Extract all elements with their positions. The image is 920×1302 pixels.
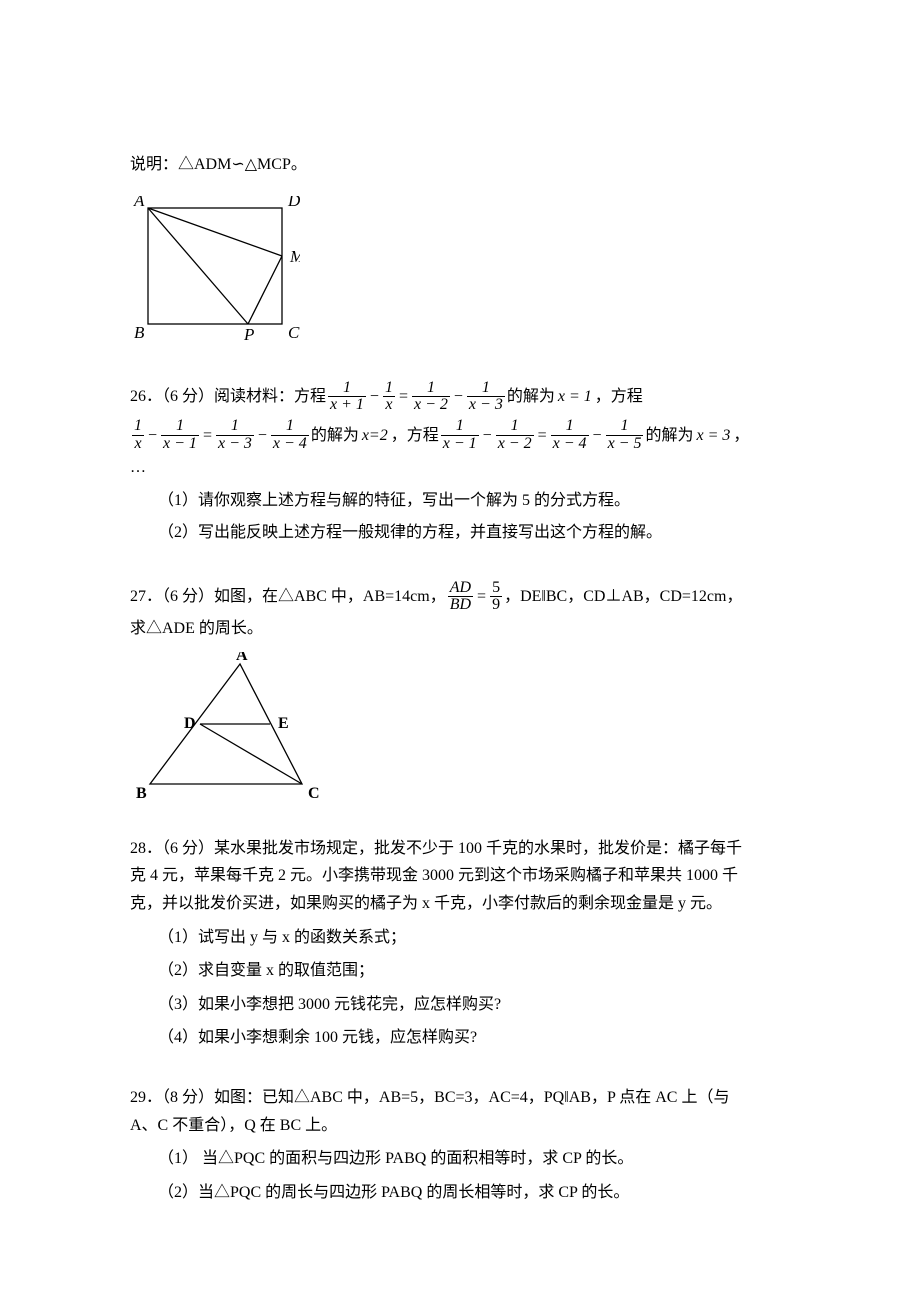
p26-line1: 26．（6 分）阅读材料：方程 1x + 1−1x=1x − 2−1x − 3 … [130,380,790,415]
p25-figure-wrap: A D C B M P [130,196,790,346]
p28-l1: 28．（6 分）某水果批发市场规定，批发不少于 100 千克的水果时，批发价是：… [130,836,790,862]
p26-eq2-mid: 的解为 [311,423,359,449]
p28-q4: （4）如果小李想剩余 100 元钱，应怎样购买? [130,1025,790,1051]
p27-prefix: 27．（6 分）如图，在△ABC 中，AB=14cm， [130,584,446,610]
p29-l1: 29．（8 分）如图：已知△ABC 中，AB=5，BC=3，AC=4，PQ‖AB… [130,1085,790,1111]
p27-line1: 27．（6 分）如图，在△ABC 中，AB=14cm， AD BD = 5 9 … [130,580,790,615]
p25-intro: 说明：△ADM∽△MCP。 [130,152,790,178]
p26-eq1: 1x + 1−1x=1x − 2−1x − 3 [326,380,507,415]
p27-ratio-lhs: AD BD [448,580,473,615]
svg-text:A: A [133,196,145,210]
p29-q1: （1） 当△PQC 的面积与四边形 PABQ 的面积相等时，求 CP 的长。 [130,1146,790,1172]
p26-eq2-sol: x=2 [359,423,391,449]
p26-eq3-tail: 的解为 [645,423,693,449]
p28-q1: （1）试写出 y 与 x 的函数关系式； [130,925,790,951]
p26-eq2: 1x−1x − 1=1x − 3−1x − 4 [130,418,311,453]
p26-eq2-mid2: ，方程 [391,423,439,449]
p28-l3: 克，并以批发价买进，如果购买的橘子为 x 千克，小李付款后的剩余现金量是 y 元… [130,891,790,917]
p27-figure-wrap: A B C D E [130,652,790,802]
p27-suffix: ，DE‖BC，CD⊥AB，CD=12cm， [504,584,742,610]
p26-eq1-tail2: ，方程 [595,384,643,410]
p26-dots: … [130,455,790,481]
svg-text:D: D [184,715,196,732]
svg-text:P: P [243,325,254,344]
p27-ratio-rhs: 5 9 [490,580,502,615]
p26-eq1-sol: x = 1 [555,384,595,410]
p26-q1: （1）请你观察上述方程与解的特征，写出一个解为 5 的分式方程。 [130,488,790,514]
svg-text:A: A [236,652,248,664]
equals-sign: = [475,584,488,610]
svg-text:E: E [278,715,289,732]
svg-text:B: B [134,323,145,342]
p26-eq3: 1x − 1−1x − 2=1x − 4−1x − 5 [439,418,646,453]
p29-l2: A、C 不重合），Q 在 BC 上。 [130,1113,790,1139]
p27-line2: 求△ADE 的周长。 [130,616,790,642]
p26-eq3-tail2: ， [733,423,749,449]
p26-eq1-tail: 的解为 [507,384,555,410]
p26-prefix: 26．（6 分）阅读材料：方程 [130,384,326,410]
svg-text:C: C [308,785,320,802]
svg-text:M: M [289,247,300,266]
p26-eq3-sol: x = 3 [693,423,733,449]
p25-figure: A D C B M P [130,196,300,346]
p27-figure: A B C D E [130,652,330,802]
svg-text:D: D [287,196,300,210]
svg-text:B: B [136,785,147,802]
p26-line2: 1x−1x − 1=1x − 3−1x − 4 的解为 x=2 ，方程 1x −… [130,418,790,453]
p28-l2: 克 4 元，苹果每千克 2 元。小李携带现金 3000 元到这个市场采购橘子和苹… [130,863,790,889]
p26-q2: （2）写出能反映上述方程一般规律的方程，并直接写出这个方程的解。 [130,520,790,546]
p28-q3: （3）如果小李想把 3000 元钱花完，应怎样购买? [130,992,790,1018]
p29-q2: （2）当△PQC 的周长与四边形 PABQ 的周长相等时，求 CP 的长。 [130,1180,790,1206]
svg-text:C: C [288,323,300,342]
p28-q2: （2）求自变量 x 的取值范围； [130,958,790,984]
